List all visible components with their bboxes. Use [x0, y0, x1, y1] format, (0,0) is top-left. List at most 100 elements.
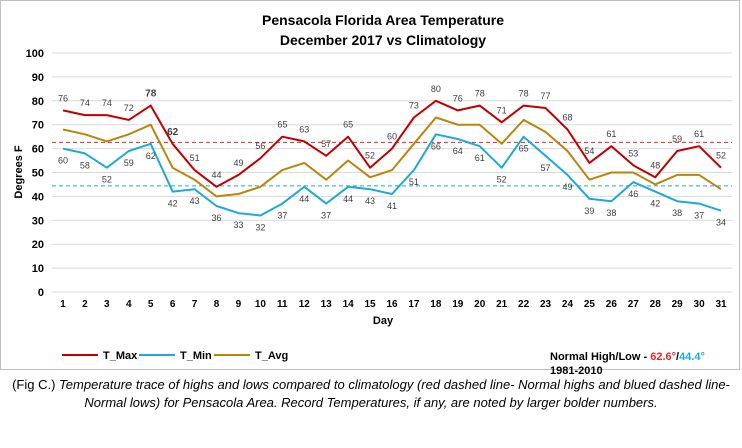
caption-lead: (Fig C.) [12, 377, 60, 392]
y-tick-label: 60 [32, 144, 44, 156]
data-label-t-max: 71 [497, 105, 507, 115]
data-label-t-max: 65 [343, 120, 353, 130]
data-label-t-min: 64 [453, 146, 463, 156]
x-tick-label: 15 [365, 299, 377, 310]
data-label-t-max: 60 [387, 132, 397, 142]
data-label-t-max: 48 [650, 160, 660, 170]
normal-low-value: 44.4° [679, 351, 705, 363]
data-label-t-max: 76 [58, 93, 68, 103]
legend-label: T_Min [180, 350, 212, 362]
data-label-t-min: 66 [431, 141, 441, 151]
data-label-t-min: 62 [146, 151, 156, 161]
normals-separator: / [676, 351, 680, 363]
x-tick-label: 1 [60, 299, 66, 310]
data-label-t-min: 42 [168, 199, 178, 209]
data-label-t-min: 52 [102, 175, 112, 185]
x-tick-label: 31 [715, 299, 727, 310]
caption-text: Temperature trace of highs and lows comp… [59, 377, 730, 410]
y-tick-label: 70 [32, 120, 44, 132]
x-tick-label: 8 [214, 299, 220, 310]
temperature-chart: Pensacola Florida Area Temperature Decemb… [13, 12, 732, 362]
data-label-t-min: 61 [475, 153, 485, 163]
data-label-t-max: 54 [584, 146, 594, 156]
legend-label: T_Max [103, 350, 138, 362]
x-tick-label: 21 [496, 299, 508, 310]
normals-label: Normal High/Low - [550, 351, 651, 363]
data-label-t-min: 37 [277, 211, 287, 221]
x-tick-label: 10 [255, 299, 267, 310]
data-label-t-min: 52 [497, 175, 507, 185]
x-tick-label: 18 [430, 299, 442, 310]
x-tick-label: 19 [452, 299, 464, 310]
data-label-t-min: 43 [190, 196, 200, 206]
data-label-t-min: 37 [694, 211, 704, 221]
data-label-t-min: 59 [124, 158, 134, 168]
y-tick-label: 100 [26, 48, 44, 60]
data-label-t-max: 76 [453, 93, 463, 103]
x-tick-label: 13 [321, 299, 333, 310]
normals-note: Normal High/Low - 62.6°/44.4° 1981-2010 [550, 350, 705, 378]
y-tick-label: 20 [32, 239, 44, 251]
x-tick-label: 24 [562, 299, 574, 310]
x-tick-label: 20 [474, 299, 486, 310]
data-label-t-max: 78 [519, 89, 529, 99]
y-tick-label: 40 [32, 191, 44, 203]
y-tick-label: 80 [32, 96, 44, 108]
x-tick-label: 28 [650, 299, 662, 310]
data-label-t-min: 37 [321, 211, 331, 221]
data-label-t-min: 34 [716, 218, 726, 228]
y-tick-label: 0 [38, 287, 44, 299]
data-label-t-max: 74 [80, 98, 90, 108]
chart-title: Pensacola Florida Area Temperature [262, 12, 504, 28]
x-tick-label: 11 [277, 299, 288, 310]
x-tick-label: 9 [236, 299, 242, 310]
data-label-t-max: 78 [145, 89, 157, 100]
data-label-t-max: 63 [299, 124, 309, 134]
data-label-t-max: 52 [365, 151, 375, 161]
data-label-t-max: 80 [431, 84, 441, 94]
data-label-t-max: 65 [277, 120, 287, 130]
figure-caption: (Fig C.) Temperature trace of highs and … [0, 376, 742, 412]
data-label-t-min: 57 [541, 163, 551, 173]
x-tick-label: 7 [192, 299, 198, 310]
y-axis-label: Degrees F [13, 145, 25, 198]
data-label-t-min: 39 [584, 206, 594, 216]
data-label-t-max: 57 [321, 139, 331, 149]
x-tick-label: 16 [386, 299, 398, 310]
data-label-t-max: 52 [716, 151, 726, 161]
data-label-t-max: 56 [255, 141, 265, 151]
data-label-t-max: 62 [167, 127, 179, 138]
chart-subtitle: December 2017 vs Climatology [280, 32, 486, 48]
x-tick-label: 25 [584, 299, 596, 310]
data-label-t-max: 44 [212, 170, 222, 180]
data-label-t-min: 60 [58, 156, 68, 166]
data-label-t-min: 43 [365, 196, 375, 206]
data-label-t-max: 78 [475, 89, 485, 99]
data-label-t-min: 36 [212, 213, 222, 223]
data-label-t-max: 51 [190, 153, 200, 163]
data-label-t-min: 42 [650, 199, 660, 209]
data-label-t-max: 73 [409, 101, 419, 111]
series-line-t-max [62, 99, 722, 188]
legend-label: T_Avg [255, 350, 288, 362]
x-tick-label: 3 [104, 299, 110, 310]
chart-frame [0, 0, 740, 370]
x-tick-label: 23 [540, 299, 552, 310]
data-label-t-min: 49 [562, 182, 572, 192]
data-label-t-max: 53 [628, 148, 638, 158]
data-label-t-max: 68 [562, 112, 572, 122]
data-label-t-max: 61 [606, 129, 616, 139]
data-label-t-min: 58 [80, 160, 90, 170]
x-tick-label: 4 [126, 299, 132, 310]
data-label-t-min: 65 [519, 144, 529, 154]
data-label-t-min: 38 [606, 208, 616, 218]
x-tick-label: 12 [299, 299, 311, 310]
normals-period: 1981-2010 [550, 365, 603, 377]
x-tick-label: 30 [694, 299, 706, 310]
data-label-t-min: 38 [672, 208, 682, 218]
data-label-t-max: 74 [102, 98, 112, 108]
data-label-t-min: 32 [255, 223, 265, 233]
x-tick-label: 2 [82, 299, 88, 310]
series-line-t-avg [62, 116, 722, 198]
x-tick-label: 27 [628, 299, 640, 310]
